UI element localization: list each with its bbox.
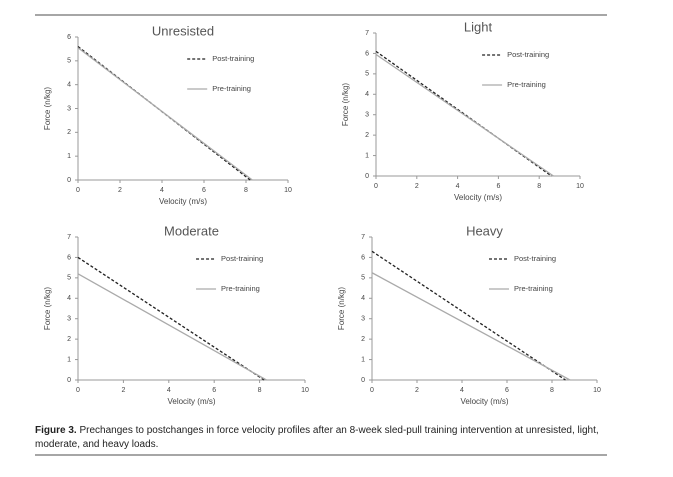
y-tick-label: 3 xyxy=(365,112,369,119)
series-line xyxy=(371,250,566,381)
panel: 0 1 2 3 4 5 6 7 0 2 4 6 8 10 Light Velocity (m/s) Force … xyxy=(341,19,584,202)
x-tick-label: 8 xyxy=(244,187,248,194)
y-tick-label: 0 xyxy=(365,173,369,180)
y-tick-label: 5 xyxy=(67,58,71,65)
x-axis-label: Velocity (m/s) xyxy=(167,397,215,406)
x-tick-label: 10 xyxy=(284,187,292,194)
panel: 0 1 2 3 4 5 6 7 0 2 4 6 8 10 Heavy Velocity (m/s) Force … xyxy=(337,223,601,406)
y-axis-label: Force (n/kg) xyxy=(337,287,346,330)
y-tick-label: 5 xyxy=(361,275,365,282)
y-tick-label: 1 xyxy=(361,356,365,363)
caption-label: Figure 3. xyxy=(35,425,77,436)
x-tick-label: 2 xyxy=(121,387,125,394)
x-tick-label: 4 xyxy=(456,183,460,190)
y-tick-label: 4 xyxy=(361,295,365,302)
caption: Figure 3. Prechanges to postchanges in f… xyxy=(35,424,615,452)
y-tick-label: 0 xyxy=(361,377,365,384)
series-line xyxy=(77,47,253,181)
x-tick-label: 0 xyxy=(76,387,80,394)
x-tick-label: 0 xyxy=(370,387,374,394)
x-tick-label: 2 xyxy=(415,387,419,394)
legend-label: Post-training xyxy=(221,254,263,263)
y-axis-label: Force (n/kg) xyxy=(43,287,52,330)
series-line xyxy=(77,273,267,381)
y-tick-label: 2 xyxy=(67,129,71,136)
y-tick-label: 3 xyxy=(67,105,71,112)
series-line xyxy=(77,256,265,381)
x-tick-label: 2 xyxy=(118,187,122,194)
y-tick-label: 6 xyxy=(67,254,71,261)
x-axis-label: Velocity (m/s) xyxy=(454,193,502,202)
y-tick-label: 0 xyxy=(67,377,71,384)
y-tick-label: 2 xyxy=(67,336,71,343)
y-tick-label: 2 xyxy=(361,336,365,343)
x-tick-label: 8 xyxy=(550,387,554,394)
legend-label: Post-training xyxy=(514,254,556,263)
x-tick-label: 8 xyxy=(258,387,262,394)
y-tick-label: 7 xyxy=(67,234,71,241)
y-tick-label: 1 xyxy=(365,152,369,159)
series-line xyxy=(375,53,554,177)
y-tick-label: 7 xyxy=(365,30,369,37)
y-tick-label: 6 xyxy=(361,254,365,261)
y-tick-label: 3 xyxy=(67,316,71,323)
y-tick-label: 7 xyxy=(361,234,365,241)
y-tick-label: 2 xyxy=(365,132,369,139)
y-tick-label: 4 xyxy=(67,295,71,302)
legend-label: Post-training xyxy=(507,50,549,59)
x-tick-label: 6 xyxy=(505,387,509,394)
series-line xyxy=(371,272,571,381)
y-tick-label: 5 xyxy=(67,275,71,282)
x-tick-label: 10 xyxy=(301,387,309,394)
x-tick-label: 6 xyxy=(496,183,500,190)
x-tick-label: 10 xyxy=(593,387,601,394)
y-axis-label: Force (n/kg) xyxy=(43,87,52,130)
x-tick-label: 6 xyxy=(212,387,216,394)
x-tick-label: 4 xyxy=(160,187,164,194)
panel: 0 1 2 3 4 5 6 7 0 2 4 6 8 10 Moderate Velocity (m/s) For… xyxy=(43,223,309,406)
x-axis-label: Velocity (m/s) xyxy=(159,197,207,206)
x-tick-label: 2 xyxy=(415,183,419,190)
y-tick-label: 0 xyxy=(67,177,71,184)
legend-label: Pre-training xyxy=(507,80,546,89)
x-tick-label: 4 xyxy=(167,387,171,394)
y-tick-label: 3 xyxy=(361,316,365,323)
series-line xyxy=(375,50,552,177)
x-tick-label: 8 xyxy=(537,183,541,190)
caption-text: Prechanges to postchanges in force veloc… xyxy=(35,425,599,450)
legend-label: Post-training xyxy=(212,54,254,63)
x-tick-label: 10 xyxy=(576,183,584,190)
chart-title: Heavy xyxy=(466,223,503,238)
legend-label: Pre-training xyxy=(212,84,251,93)
y-tick-label: 1 xyxy=(67,153,71,160)
x-axis-label: Velocity (m/s) xyxy=(460,397,508,406)
x-tick-label: 0 xyxy=(374,183,378,190)
y-tick-label: 6 xyxy=(67,34,71,41)
y-tick-label: 4 xyxy=(67,82,71,89)
y-tick-label: 1 xyxy=(67,356,71,363)
chart-title: Moderate xyxy=(164,223,219,238)
legend-label: Pre-training xyxy=(221,284,260,293)
x-tick-label: 4 xyxy=(460,387,464,394)
chart-title: Unresisted xyxy=(152,23,214,38)
chart-title: Light xyxy=(464,19,493,34)
legend-label: Pre-training xyxy=(514,284,553,293)
y-tick-label: 5 xyxy=(365,71,369,78)
x-tick-label: 6 xyxy=(202,187,206,194)
x-tick-label: 0 xyxy=(76,187,80,194)
y-tick-label: 6 xyxy=(365,50,369,57)
y-tick-label: 4 xyxy=(365,91,369,98)
panel: 0 1 2 3 4 5 6 0 2 4 6 8 10 Unresisted Velocity (m/s) Fo… xyxy=(43,23,292,206)
y-axis-label: Force (n/kg) xyxy=(341,83,350,126)
